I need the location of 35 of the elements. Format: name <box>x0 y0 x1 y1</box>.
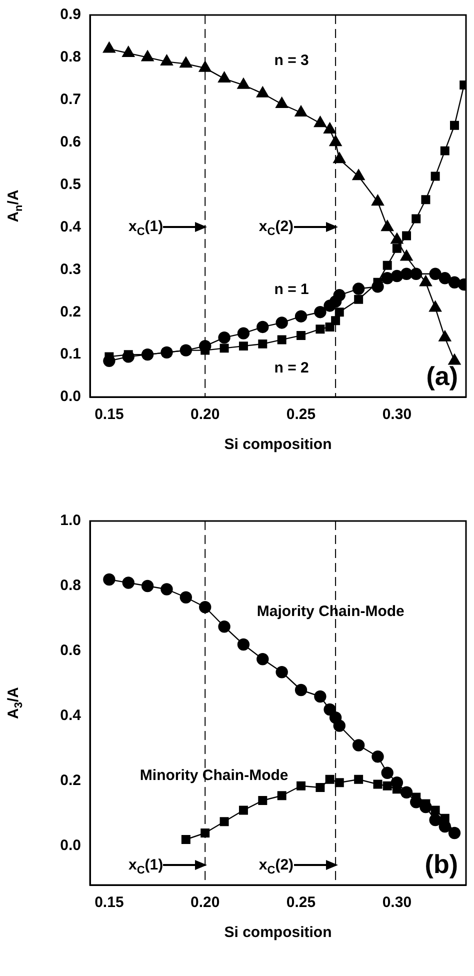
x-tick-label: 0.15 <box>94 406 124 424</box>
y-tick-label: 0.4 <box>60 218 82 236</box>
x-tick-label: 0.30 <box>382 406 412 424</box>
y-tick-label: 0.1 <box>60 346 81 363</box>
x-tick-label: 0.25 <box>286 406 316 424</box>
y-tick-label: 0.8 <box>60 577 81 594</box>
annotation: n = 1 <box>274 281 309 298</box>
y-tick-label: 0.0 <box>60 837 81 854</box>
annotation: (a) <box>426 361 458 392</box>
x-tick-label: 0.15 <box>94 894 124 912</box>
y-tick-label: 0.8 <box>60 48 81 66</box>
y-tick-label: 0.7 <box>60 91 81 108</box>
y-tick-label: 0.4 <box>60 707 82 724</box>
annotation: n = 3 <box>274 52 309 69</box>
y-tick-label: 0.6 <box>60 642 81 660</box>
y-tick-label: 0.2 <box>60 303 81 320</box>
annotation: (b) <box>424 849 458 880</box>
x-axis-title: Si composition <box>224 924 332 942</box>
y-tick-label: 0.0 <box>60 388 81 406</box>
annotation: n = 2 <box>274 359 309 376</box>
y-tick-label: 1.0 <box>60 512 81 530</box>
annotation: Majority Chain-Mode <box>256 603 404 620</box>
y-tick-label: 0.2 <box>60 772 81 790</box>
y-tick-label: 0.3 <box>60 260 81 278</box>
y-axis-title: A3/A <box>5 686 26 719</box>
x-tick-label: 0.25 <box>286 894 316 912</box>
x-tick-label: 0.30 <box>382 894 412 912</box>
y-axis-title: An/A <box>5 190 26 222</box>
x-tick-label: 0.20 <box>190 406 220 424</box>
x-tick-label: 0.20 <box>190 894 220 912</box>
annotation: Minority Chain-Mode <box>140 766 288 784</box>
y-tick-label: 0.5 <box>60 176 81 193</box>
y-tick-label: 0.6 <box>60 133 81 150</box>
y-tick-label: 0.9 <box>60 6 81 24</box>
x-axis-title: Si composition <box>224 436 332 454</box>
